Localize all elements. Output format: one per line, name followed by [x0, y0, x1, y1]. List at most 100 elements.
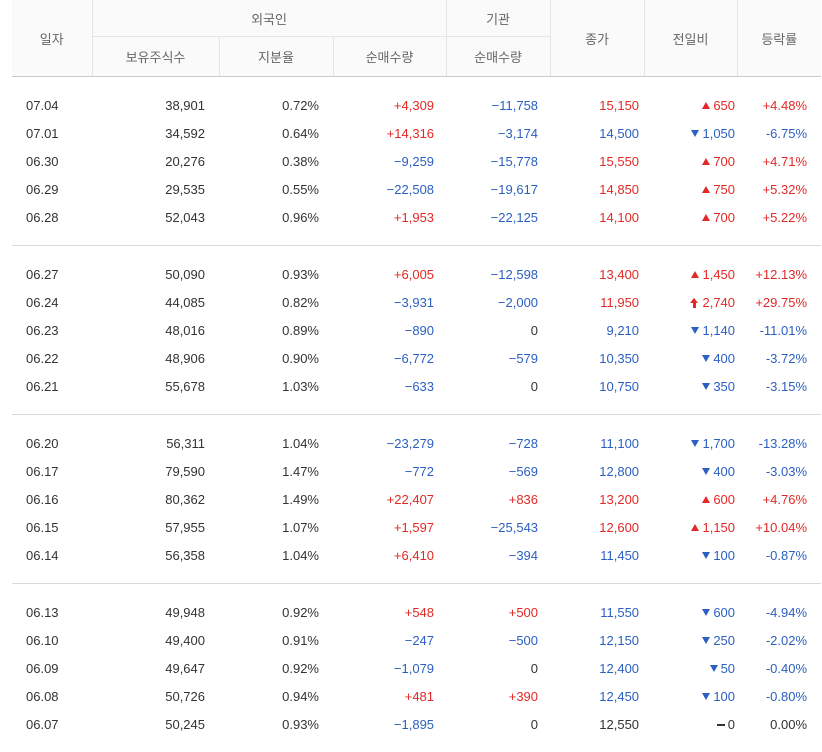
- change-value: 2,740: [702, 295, 735, 310]
- header-ratio: 지분율: [219, 37, 333, 77]
- cell-inst-net: 0: [446, 372, 550, 400]
- change-value: 400: [713, 464, 735, 479]
- group-gap: [12, 584, 821, 598]
- cell-date: 06.14: [12, 541, 92, 569]
- cell-date: 06.29: [12, 175, 92, 203]
- cell-ratio: 0.96%: [219, 203, 333, 231]
- triangle-down-icon: [702, 355, 710, 362]
- group-gap: [12, 415, 821, 429]
- cell-inst-net: 0: [446, 710, 550, 738]
- header-date: 일자: [12, 0, 92, 77]
- cell-holdings: 20,276: [92, 147, 219, 175]
- investor-trading-table: 일자 외국인 기관 종가 전일비 등락률 보유주식수 지분율 순매수량 순매수량…: [12, 0, 821, 752]
- header-close: 종가: [550, 0, 644, 77]
- change-value: 600: [713, 492, 735, 507]
- cell-change: 400: [644, 457, 737, 485]
- cell-change: 0: [644, 710, 737, 738]
- triangle-up-icon: [691, 524, 699, 531]
- cell-date: 06.21: [12, 372, 92, 400]
- cell-close: 13,200: [550, 485, 644, 513]
- cell-close: 10,350: [550, 344, 644, 372]
- triangle-down-icon: [702, 468, 710, 475]
- cell-date: 06.23: [12, 316, 92, 344]
- cell-inst-net: 0: [446, 316, 550, 344]
- cell-date: 06.10: [12, 626, 92, 654]
- cell-holdings: 57,955: [92, 513, 219, 541]
- change-value: 0: [728, 717, 735, 732]
- cell-date: 06.20: [12, 429, 92, 457]
- cell-change: 650: [644, 91, 737, 119]
- cell-close: 11,100: [550, 429, 644, 457]
- cell-inst-net: −19,617: [446, 175, 550, 203]
- cell-rate: +29.75%: [737, 288, 821, 316]
- cell-ratio: 1.07%: [219, 513, 333, 541]
- cell-foreign-net: +4,309: [333, 91, 446, 119]
- cell-change: 700: [644, 203, 737, 231]
- cell-inst-net: −579: [446, 344, 550, 372]
- header-institution: 기관: [446, 0, 550, 37]
- triangle-down-icon: [691, 130, 699, 137]
- triangle-up-icon: [702, 102, 710, 109]
- triangle-down-icon: [702, 383, 710, 390]
- cell-inst-net: −500: [446, 626, 550, 654]
- change-value: 100: [713, 689, 735, 704]
- cell-close: 14,500: [550, 119, 644, 147]
- change-value: 750: [713, 182, 735, 197]
- header-holdings: 보유주식수: [92, 37, 219, 77]
- cell-ratio: 0.72%: [219, 91, 333, 119]
- header-foreign: 외국인: [92, 0, 446, 37]
- cell-holdings: 38,901: [92, 91, 219, 119]
- cell-close: 13,400: [550, 260, 644, 288]
- cell-date: 06.07: [12, 710, 92, 738]
- cell-date: 06.24: [12, 288, 92, 316]
- cell-inst-net: −12,598: [446, 260, 550, 288]
- cell-foreign-net: −1,079: [333, 654, 446, 682]
- cell-rate: -3.72%: [737, 344, 821, 372]
- cell-foreign-net: −1,895: [333, 710, 446, 738]
- cell-date: 06.27: [12, 260, 92, 288]
- cell-change: 750: [644, 175, 737, 203]
- triangle-down-icon: [702, 609, 710, 616]
- triangle-up-icon: [702, 496, 710, 503]
- cell-ratio: 1.04%: [219, 429, 333, 457]
- header-foreign-net: 순매수량: [333, 37, 446, 77]
- cell-foreign-net: −3,931: [333, 288, 446, 316]
- cell-rate: +10.04%: [737, 513, 821, 541]
- group-gap: [12, 400, 821, 415]
- cell-close: 11,550: [550, 598, 644, 626]
- cell-foreign-net: −23,279: [333, 429, 446, 457]
- cell-change: 600: [644, 485, 737, 513]
- cell-holdings: 50,090: [92, 260, 219, 288]
- change-value: 1,050: [702, 126, 735, 141]
- cell-foreign-net: −22,508: [333, 175, 446, 203]
- cell-foreign-net: −6,772: [333, 344, 446, 372]
- cell-date: 07.04: [12, 91, 92, 119]
- cell-ratio: 0.38%: [219, 147, 333, 175]
- change-value: 1,450: [702, 267, 735, 282]
- triangle-down-icon: [702, 637, 710, 644]
- cell-change: 400: [644, 344, 737, 372]
- cell-date: 06.15: [12, 513, 92, 541]
- triangle-down-icon: [691, 440, 699, 447]
- change-value: 1,700: [702, 436, 735, 451]
- cell-rate: -4.94%: [737, 598, 821, 626]
- group-gap: [12, 246, 821, 260]
- cell-date: 06.22: [12, 344, 92, 372]
- change-value: 50: [721, 661, 735, 676]
- change-value: 700: [713, 210, 735, 225]
- cell-inst-net: −3,174: [446, 119, 550, 147]
- cell-change: 100: [644, 682, 737, 710]
- cell-foreign-net: +6,410: [333, 541, 446, 569]
- cell-holdings: 56,358: [92, 541, 219, 569]
- cell-close: 15,550: [550, 147, 644, 175]
